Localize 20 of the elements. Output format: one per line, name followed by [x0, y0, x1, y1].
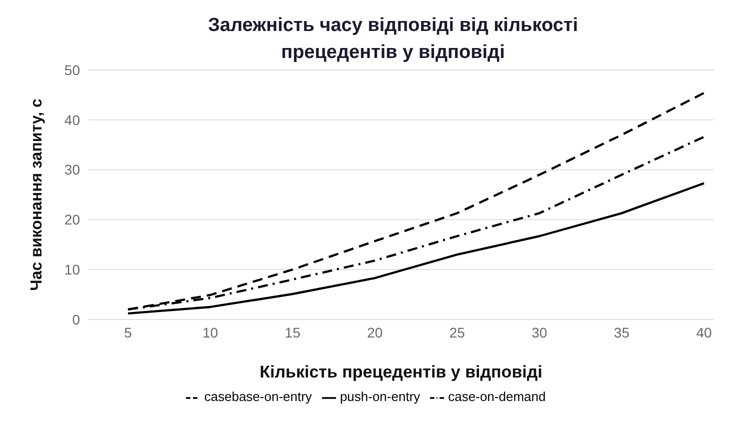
legend-label: case-on-demand: [448, 389, 546, 404]
legend-label: push-on-entry: [340, 389, 420, 404]
y-tick-label: 10: [64, 262, 80, 278]
x-tick-label: 30: [532, 324, 548, 340]
x-tick-label: 20: [367, 324, 383, 340]
x-tick-label: 5: [124, 324, 132, 340]
y-tick-label: 30: [64, 162, 80, 178]
legend-label: casebase-on-entry: [204, 389, 312, 404]
chart-title: Залежність часу відповіді від кількості прецедентів у відповіді: [207, 14, 579, 65]
x-tick-label: 40: [696, 324, 712, 340]
y-tick-label: 50: [64, 62, 80, 78]
x-tick-label: 10: [202, 324, 218, 340]
y-tick-label: 40: [64, 112, 80, 128]
x-axis-title: Кількість прецедентів у відповіді: [260, 362, 542, 382]
x-tick-label: 15: [284, 324, 301, 340]
y-tick-label: 0: [72, 311, 80, 328]
y-axis-title: Час виконання запиту, с: [28, 98, 46, 291]
x-tick-label: 25: [449, 324, 466, 340]
x-tick-label: 35: [614, 324, 630, 340]
y-tick-label: 20: [64, 212, 80, 228]
